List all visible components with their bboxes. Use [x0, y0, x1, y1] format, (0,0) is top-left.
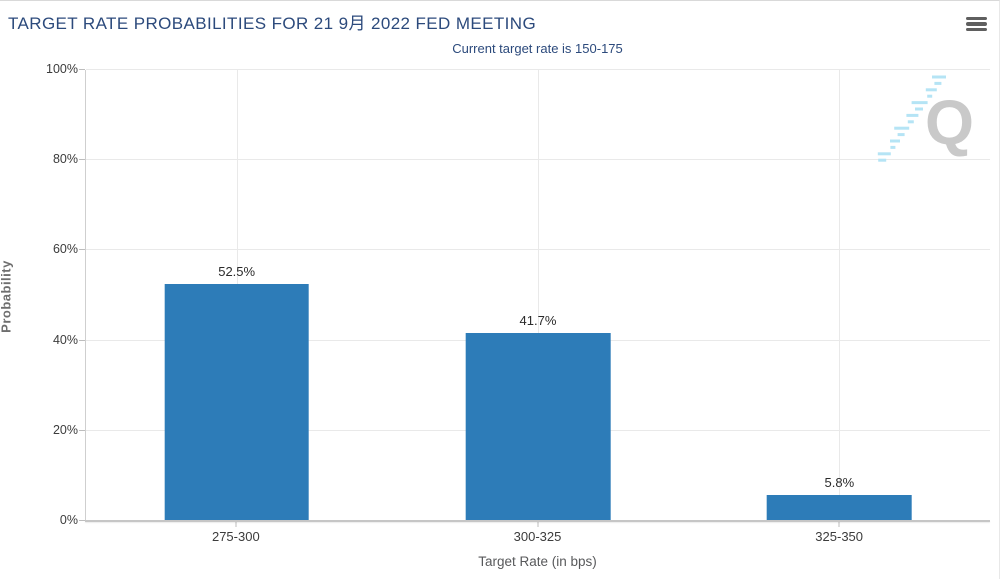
- x-gridline: [839, 70, 841, 521]
- plot-area: 52.5% 41.7% 5.8% Q: [85, 69, 990, 522]
- bar-value-label: 41.7%: [519, 312, 557, 328]
- x-axis-baseline: [85, 520, 990, 522]
- x-axis-title: Target Rate (in bps): [478, 554, 597, 569]
- y-tick-mark: [79, 159, 85, 161]
- y-tick-label: 40%: [52, 332, 78, 347]
- y-tick-mark: [79, 249, 85, 251]
- x-tick-label: 325-350: [815, 529, 864, 544]
- y-gridline: [86, 69, 990, 70]
- hamburger-icon: [966, 27, 987, 32]
- y-tick-label: 80%: [52, 152, 78, 167]
- category-cells: 52.5% 41.7% 5.8%: [86, 70, 990, 521]
- category-cell: 5.8%: [689, 70, 990, 521]
- hamburger-icon: [966, 22, 987, 26]
- y-tick-label: 20%: [52, 422, 78, 437]
- y-tick-label: 0%: [59, 513, 78, 527]
- category-cell: 41.7%: [387, 70, 688, 521]
- bar-value-label: 5.8%: [824, 474, 855, 490]
- probability-bar[interactable]: [767, 494, 912, 521]
- x-tick-mark: [235, 521, 237, 527]
- probability-bar[interactable]: [164, 284, 309, 521]
- x-axis-labels: 275-300 300-325 325-350: [85, 529, 990, 547]
- x-tick-mark: [838, 521, 840, 527]
- x-axis-tick-marks: [85, 521, 990, 528]
- y-tick-mark: [79, 429, 85, 431]
- y-tick-mark: [79, 69, 85, 70]
- x-tick-mark: [537, 521, 538, 527]
- chart-title: TARGET RATE PROBABILITIES FOR 21 9月 2022…: [8, 14, 537, 33]
- y-tick-mark: [79, 339, 85, 341]
- y-axis-labels: 100% 80% 60% 40% 20% 0%: [0, 62, 85, 527]
- y-tick-label: 60%: [52, 242, 78, 257]
- x-tick-label: 300-325: [513, 529, 562, 544]
- chart-subtitle: Current target rate is 150-175: [452, 41, 623, 56]
- x-gridline: [537, 70, 539, 521]
- category-cell: 52.5%: [86, 70, 387, 521]
- x-tick-label: 275-300: [211, 529, 260, 544]
- bar-value-label: 52.5%: [218, 264, 256, 280]
- chart-context-menu-button[interactable]: [964, 14, 990, 34]
- hamburger-icon: [966, 16, 987, 21]
- probability-bar[interactable]: [465, 332, 611, 521]
- y-tick-mark: [79, 520, 85, 521]
- y-tick-label: 100%: [46, 62, 78, 76]
